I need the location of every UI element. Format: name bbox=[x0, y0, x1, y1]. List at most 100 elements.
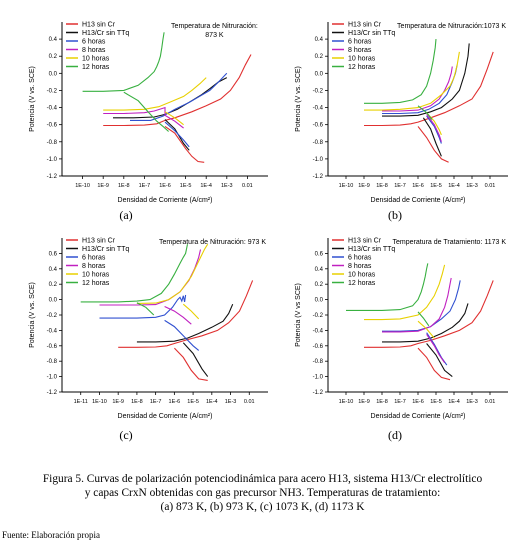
series-line-2 bbox=[182, 342, 209, 377]
chart-title: Temperatura de Tratamiento: 1173 K bbox=[393, 239, 507, 246]
chart-panel-2: -1.2 -1.0 -0.8 -0.6 -0.4 -0.2 0.0 0.2 0.4 1E-10 1E… bbox=[295, 22, 508, 204]
x-tick-label: 1E-8 bbox=[131, 399, 143, 405]
legend-label: 12 horas bbox=[348, 64, 376, 71]
x-tick-label: 1E-11 bbox=[74, 399, 88, 405]
caption-line-2: y capas CrxN obtenidas con gas precursor… bbox=[84, 487, 441, 499]
series-line-3 bbox=[426, 332, 448, 366]
y-tick-label: -0.2 bbox=[313, 313, 324, 319]
x-tick-label: 1E-5 bbox=[180, 183, 192, 189]
x-tick-label: 1E-7 bbox=[150, 399, 162, 405]
x-tick-label: 1E-6 bbox=[159, 183, 171, 189]
y-tick-label: 0.6 bbox=[49, 251, 58, 257]
y-tick-label: 0.2 bbox=[49, 54, 58, 60]
y-tick-label: -1.0 bbox=[313, 375, 324, 381]
caption-line-3: (a) 873 K, (b) 973 K, (c) 1073 K, (d) 11… bbox=[160, 501, 365, 513]
y-tick-label: 0.2 bbox=[315, 54, 324, 60]
series-line-6 bbox=[123, 91, 169, 132]
legend-label: 8 horas bbox=[82, 263, 106, 270]
chart-title: Temperatura de Nitruración: bbox=[171, 23, 258, 30]
series-line-1 bbox=[118, 280, 254, 348]
legend-label: 8 horas bbox=[82, 47, 106, 54]
y-tick-label: -0.8 bbox=[313, 140, 324, 146]
x-tick-label: 1E-3 bbox=[225, 399, 237, 405]
panel-label-b: (b) bbox=[388, 208, 402, 222]
y-tick-label: -0.4 bbox=[313, 106, 324, 112]
y-tick-label: -1.2 bbox=[47, 174, 58, 180]
x-tick-label: 1E-6 bbox=[169, 399, 181, 405]
y-tick-label: -1.2 bbox=[313, 174, 324, 180]
series-line-1 bbox=[417, 126, 449, 163]
y-axis-title: Potencia (V vs. SCE) bbox=[29, 66, 36, 132]
y-tick-label: -1.0 bbox=[47, 157, 58, 163]
x-tick-label: 0.01 bbox=[485, 399, 496, 405]
x-tick-label: 1E-7 bbox=[139, 183, 151, 189]
series-line-3 bbox=[99, 294, 187, 319]
y-tick-label: -0.4 bbox=[47, 106, 58, 112]
y-tick-label: -0.8 bbox=[47, 140, 58, 146]
series-line-6 bbox=[417, 105, 433, 120]
x-tick-label: 1E-5 bbox=[430, 399, 442, 405]
y-tick-label: -0.6 bbox=[313, 123, 324, 129]
legend-label: 10 horas bbox=[348, 56, 376, 63]
series-line-2 bbox=[136, 303, 234, 343]
series-line-5 bbox=[417, 320, 435, 339]
y-tick-label: -0.2 bbox=[47, 313, 58, 319]
x-tick-label: 1E-5 bbox=[187, 399, 199, 405]
x-tick-label: 1E-6 bbox=[412, 399, 424, 405]
figure-charts: -1.2 -1.0 -0.8 -0.6 -0.4 -0.2 0.0 0.2 0.4 1E-10 1E… bbox=[29, 22, 508, 420]
x-tick-label: 0.01 bbox=[244, 399, 255, 405]
y-tick-label: -1.2 bbox=[313, 390, 324, 396]
legend-label: 12 horas bbox=[82, 280, 110, 287]
x-tick-label: 1E-3 bbox=[221, 183, 233, 189]
legend-label: 10 horas bbox=[82, 272, 110, 279]
series-line-2 bbox=[382, 303, 469, 343]
chart-title: 873 K bbox=[205, 32, 224, 39]
series-line-3 bbox=[164, 319, 200, 351]
x-tick-label: 1E-4 bbox=[206, 399, 218, 405]
series-line-1 bbox=[174, 347, 208, 381]
series-line-6 bbox=[80, 244, 189, 303]
series-line-4 bbox=[164, 306, 192, 325]
series-line-1 bbox=[364, 51, 494, 127]
legend-label: 10 horas bbox=[82, 56, 110, 63]
y-tick-label: -0.8 bbox=[313, 359, 324, 365]
series-line-1 bbox=[364, 280, 494, 348]
series-line-3 bbox=[164, 121, 190, 148]
x-tick-label: 1E-8 bbox=[376, 399, 388, 405]
x-tick-label: 1E-10 bbox=[92, 399, 107, 405]
x-axis-title: Densidad de Corriente (A/cm²) bbox=[118, 197, 213, 204]
series-line-5 bbox=[364, 264, 446, 321]
y-axis-title: Potencia (V vs SCE) bbox=[295, 283, 302, 347]
legend-label: H13 sin Cr bbox=[348, 238, 382, 245]
y-axis-title: Potencia (V vs. SCE) bbox=[295, 66, 302, 132]
chart-title: Temperatura de Nitruración: 973 K bbox=[159, 239, 266, 246]
x-axis-title: Densidad de Corriente (A/cm²) bbox=[118, 413, 213, 420]
y-tick-label: -0.6 bbox=[47, 344, 58, 350]
series-line-1 bbox=[417, 347, 451, 381]
y-tick-label: 0.2 bbox=[49, 282, 58, 288]
x-tick-label: 1E-9 bbox=[358, 183, 370, 189]
series-line-2 bbox=[422, 117, 442, 157]
y-tick-label: 0.4 bbox=[315, 37, 324, 43]
x-tick-label: 1E-3 bbox=[466, 399, 478, 405]
x-tick-label: 0.01 bbox=[485, 183, 496, 189]
series-line-5 bbox=[164, 111, 184, 126]
series-line-6 bbox=[417, 311, 430, 327]
legend-label: 6 horas bbox=[348, 255, 372, 262]
y-tick-label: 0.4 bbox=[49, 37, 58, 43]
y-tick-label: 0.2 bbox=[315, 282, 324, 288]
series-line-3 bbox=[426, 115, 442, 144]
y-tick-label: 0.4 bbox=[49, 267, 58, 273]
legend-label: H13 sin Cr bbox=[348, 22, 382, 29]
legend-label: 6 horas bbox=[82, 255, 106, 262]
chart-panel-1: -1.2 -1.0 -0.8 -0.6 -0.4 -0.2 0.0 0.2 0.4 1E-10 1E… bbox=[29, 22, 268, 204]
panel-label-c: (c) bbox=[119, 428, 133, 442]
figure-caption: Figura 5. Curvas de polarización potenci… bbox=[14, 472, 511, 514]
x-tick-label: 1E-7 bbox=[394, 183, 406, 189]
series-line-1 bbox=[103, 54, 252, 127]
legend-label: 8 horas bbox=[348, 263, 372, 270]
series-line-3 bbox=[382, 64, 458, 115]
legend-label: 12 horas bbox=[348, 280, 376, 287]
legend-label: H13/Cr sin TTq bbox=[348, 30, 395, 37]
series-line-2 bbox=[164, 119, 190, 151]
